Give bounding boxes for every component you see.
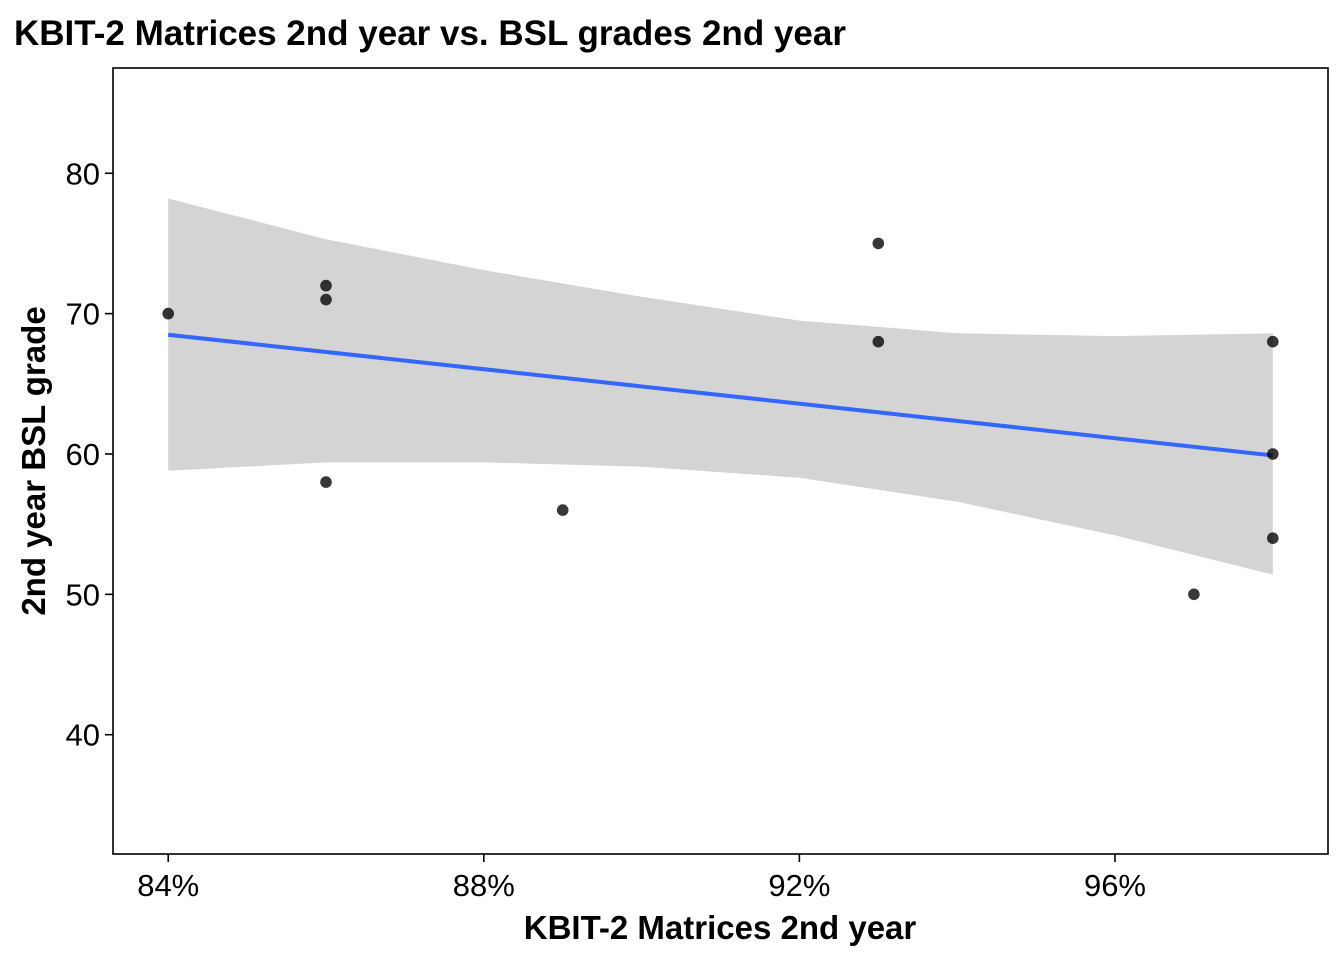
data-point-7 — [872, 335, 885, 348]
data-point-3 — [320, 293, 332, 306]
x-axis: 84% 88% 92% 96% — [137, 854, 1146, 903]
trend-line — [167, 332, 1274, 458]
x-tick-label: 88% — [453, 868, 515, 903]
y-tick-label: 60 — [66, 437, 100, 472]
x-axis-title: KBIT-2 Matrices 2nd year — [524, 909, 917, 946]
data-point-5 — [556, 504, 569, 516]
x-tick-label: 84% — [137, 868, 199, 903]
data-point-9 — [1267, 335, 1279, 348]
y-tick-label: 80 — [66, 156, 100, 191]
confidence-band-layer — [168, 198, 1273, 575]
y-axis-title: 2nd year BSL grade — [15, 306, 52, 615]
data-point-8 — [1188, 588, 1200, 601]
data-points-layer — [162, 237, 1279, 601]
y-tick-label: 50 — [66, 577, 100, 612]
chart-title: KBIT-2 Matrices 2nd year vs. BSL grades … — [14, 14, 846, 53]
data-point-1 — [162, 307, 174, 320]
data-point-2 — [320, 279, 332, 292]
y-axis: 40 50 60 70 80 — [66, 156, 113, 753]
confidence-band — [168, 198, 1273, 575]
data-point-4 — [320, 476, 332, 488]
y-tick-label: 40 — [66, 718, 100, 753]
x-tick-label: 92% — [768, 868, 830, 903]
data-point-11 — [1267, 532, 1279, 544]
data-point-6 — [872, 237, 885, 250]
trend-line-layer — [167, 332, 1274, 458]
data-point-10 — [1267, 448, 1279, 460]
y-tick-label: 70 — [66, 297, 100, 332]
x-tick-label: 96% — [1084, 868, 1146, 903]
